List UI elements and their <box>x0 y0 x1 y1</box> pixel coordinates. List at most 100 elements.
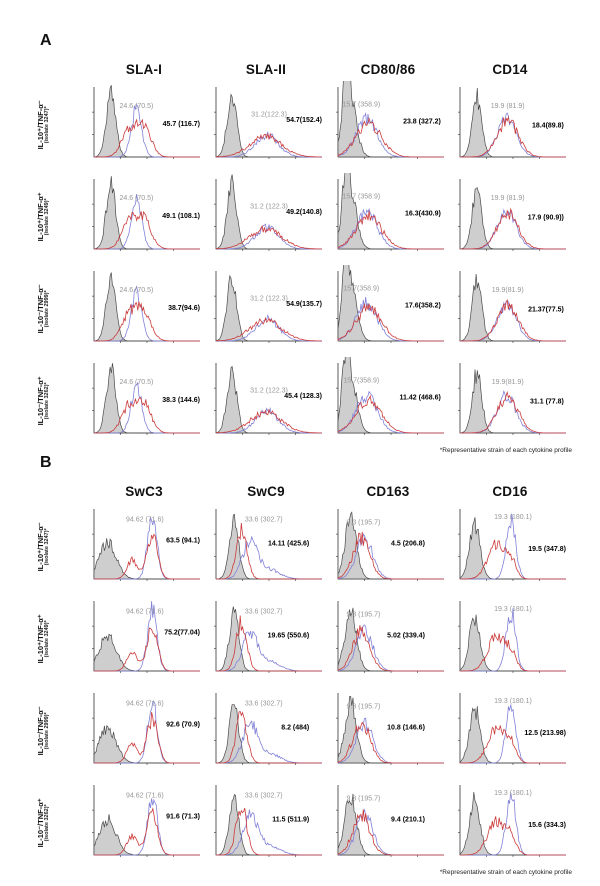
histogram-plot: 19.3 (180.1) 12.5 (213.98) <box>458 693 566 765</box>
red-histogram <box>460 115 566 158</box>
row-isolate-label: (isolate 3249)* <box>44 620 51 658</box>
control-stat-label: 19.9(81.9) <box>492 287 524 294</box>
histogram-cell: 19.9(81.9) 21.37(77.5) <box>450 265 570 353</box>
infected-stat-label: 92.6 (70.9) <box>166 722 200 729</box>
infected-stat-label: 63.5 (94.1) <box>166 538 200 545</box>
histogram-plot: 94.62 (71.6) 91.6 (71.3) <box>92 785 200 857</box>
red-histogram <box>94 210 200 250</box>
red-histogram <box>337 625 444 672</box>
panel-b-column-headers: SwC3 SwC9 CD163 CD16 <box>6 484 600 499</box>
panel-a: A SLA-I SLA-II CD80/86 CD14 IL-10⁺/TNF-α… <box>0 32 600 454</box>
column-title-cd14: CD14 <box>492 62 528 77</box>
histogram-plot: 15.7(358.9) 11.42 (468.6) <box>336 357 444 435</box>
control-stat-label: 24.6 (70.5) <box>119 103 153 110</box>
infected-stat-label: 18.4(89.8) <box>532 123 564 130</box>
blue-histogram <box>216 223 322 250</box>
histogram-cell: 9.3 (195.7) 5.02 (339.4) <box>328 595 448 683</box>
histogram-plot: 15.7(358.9) 17.6(358.2) <box>336 265 444 343</box>
histogram-plot: 19.3 (180.1) <box>458 601 566 673</box>
control-stat-label: 24.6 (70.5) <box>119 195 153 202</box>
column-title-sla-i: SLA-I <box>125 62 163 77</box>
histogram-cell: 24.6 (70.5) 38.3 (144.6) <box>84 357 204 445</box>
red-histogram <box>337 531 444 580</box>
infected-stat-label: 11.42 (468.6) <box>400 394 441 401</box>
histogram-plot: 94.62 (71.6) 75.2(77.04) <box>92 601 200 673</box>
control-stat-label: 15.7(358.9) <box>343 286 379 293</box>
histogram-plot: 31.2(122.3)54.7(152.4) <box>214 87 322 159</box>
histogram-plot: 94.62 (71.6) 63.5 (94.1) <box>92 509 200 581</box>
infected-stat-label: 91.6 (71.3) <box>166 814 200 821</box>
red-histogram <box>215 225 323 250</box>
histogram-plot: 9.3 (195.7) 4.5 (206.8) <box>336 509 444 581</box>
red-histogram <box>216 807 322 856</box>
histogram-cell: 94.62 (71.6) 92.6 (70.9) <box>84 687 204 775</box>
red-histogram <box>460 725 566 764</box>
panel-b-footnote: *Representative strain of each cytokine … <box>439 869 572 876</box>
control-histogram <box>215 93 322 158</box>
red-histogram <box>460 298 566 342</box>
panel-a-footnote: *Representative strain of each cytokine … <box>439 447 572 454</box>
rowlabel-spacer <box>6 62 82 77</box>
red-histogram <box>94 301 200 342</box>
control-stat-label: 94.62 (71.6) <box>126 517 164 524</box>
infected-stat-label: 49.2(140.8) <box>286 209 322 216</box>
control-stat-label: 9.3 (195.7) <box>347 703 381 710</box>
histogram-cell: 19.9 (81.9) 18.4(89.8) <box>450 81 570 169</box>
infected-stat-label: 17.9 (90.9)) <box>528 215 564 222</box>
histogram-plot: 94.62 (71.6) 92.6 (70.9) <box>92 693 200 765</box>
row-isolate-label: (isolate 3262)* <box>44 382 51 420</box>
red-histogram <box>215 316 322 342</box>
row-label: IL-10⁻/TNF-α⁻ (isolate 2999)* <box>6 687 82 775</box>
infected-stat-label: 38.3 (144.6) <box>162 397 200 404</box>
histogram-plot: 19.9(81.9) 21.37(77.5) <box>458 271 566 343</box>
control-stat-label: 19.9(81.9) <box>492 379 524 386</box>
blue-histogram <box>216 407 322 434</box>
column-title-cd16: CD16 <box>492 484 528 499</box>
infected-stat-label: 38.7(94.6) <box>168 305 200 312</box>
red-histogram <box>337 394 444 434</box>
control-stat-label: 15.7(358.9) <box>343 378 379 385</box>
red-histogram <box>460 632 566 672</box>
control-stat-label: 31.2(122.3) <box>251 111 287 118</box>
histogram-cell: 94.62 (71.6) 91.6 (71.3) <box>84 779 204 867</box>
histogram-plot: 24.6 (70.5) 38.7(94.6) <box>92 271 200 343</box>
infected-stat-label: 19.5 (347.8) <box>528 546 566 553</box>
infected-stat-label: 16.3(430.9) <box>405 210 441 217</box>
row-isolate-label: (isolate 3262)* <box>44 804 51 842</box>
red-histogram <box>215 132 322 158</box>
histogram-cell: 19.3 (180.1) 15.6 (334.3) <box>450 779 570 867</box>
red-histogram <box>94 807 200 856</box>
histogram-cell: 9.3 (195.7) 10.8 (146.6) <box>328 687 448 775</box>
histogram-cell: 15.7(358.9) 11.42 (468.6) <box>328 357 448 445</box>
histogram-plot: 24.6 (70.5) 45.7 (116.7) <box>92 85 200 159</box>
control-stat-label: 94.62 (71.6) <box>126 793 164 800</box>
row-label: IL-10⁻/TNF-α⁺ (isolate 3262)* <box>6 357 82 445</box>
histogram-plot: 15.7 (358.9) 16.3(430.9) <box>336 173 444 251</box>
row-isolate-label: (isolate 2999)* <box>44 712 51 750</box>
infected-stat-label: 15.6 (334.3) <box>528 822 566 829</box>
control-stat-label: 15.7 (358.9) <box>342 102 380 109</box>
red-histogram <box>337 210 444 250</box>
histogram-cell: 9.3 (195.7) 9.4 (210.1) <box>328 779 448 867</box>
infected-stat-label: 10.8 (146.6) <box>387 724 425 731</box>
panel-a-column-headers: SLA-I SLA-II CD80/86 CD14 <box>6 62 600 77</box>
red-histogram <box>460 390 566 434</box>
histogram-plot: 33.6 (302.7) 19.65 (550.6) <box>214 601 322 673</box>
histogram-cell: 31.2 (122.3) 45.4 (128.3) <box>206 357 326 445</box>
control-stat-label: 19.9 (81.9) <box>491 103 525 110</box>
control-stat-label: 33.6 (302.7) <box>245 793 283 800</box>
histogram-plot: 19.3 (180.1) 15.6 (334.3) <box>458 785 566 857</box>
infected-stat-label: 12.5 (213.98) <box>524 730 566 737</box>
histogram-plot: 24.6 (70.5) 38.3 (144.6) <box>92 363 200 435</box>
column-title-swc9: SwC9 <box>247 484 285 499</box>
red-histogram <box>215 408 322 434</box>
histogram-cell: 15.7 (358.9) 16.3(430.9) <box>328 173 448 261</box>
row-isolate-label: (isolate 3247)* <box>44 106 51 144</box>
column-title-sla-ii: SLA-II <box>245 62 287 77</box>
control-stat-label: 9.3 (195.7) <box>347 611 381 618</box>
red-histogram <box>337 721 444 764</box>
red-histogram <box>460 539 566 580</box>
histogram-cell: 19.3 (180.1) <box>450 595 570 683</box>
histogram-plot: 19.9 (81.9) 18.4(89.8) <box>458 87 566 159</box>
